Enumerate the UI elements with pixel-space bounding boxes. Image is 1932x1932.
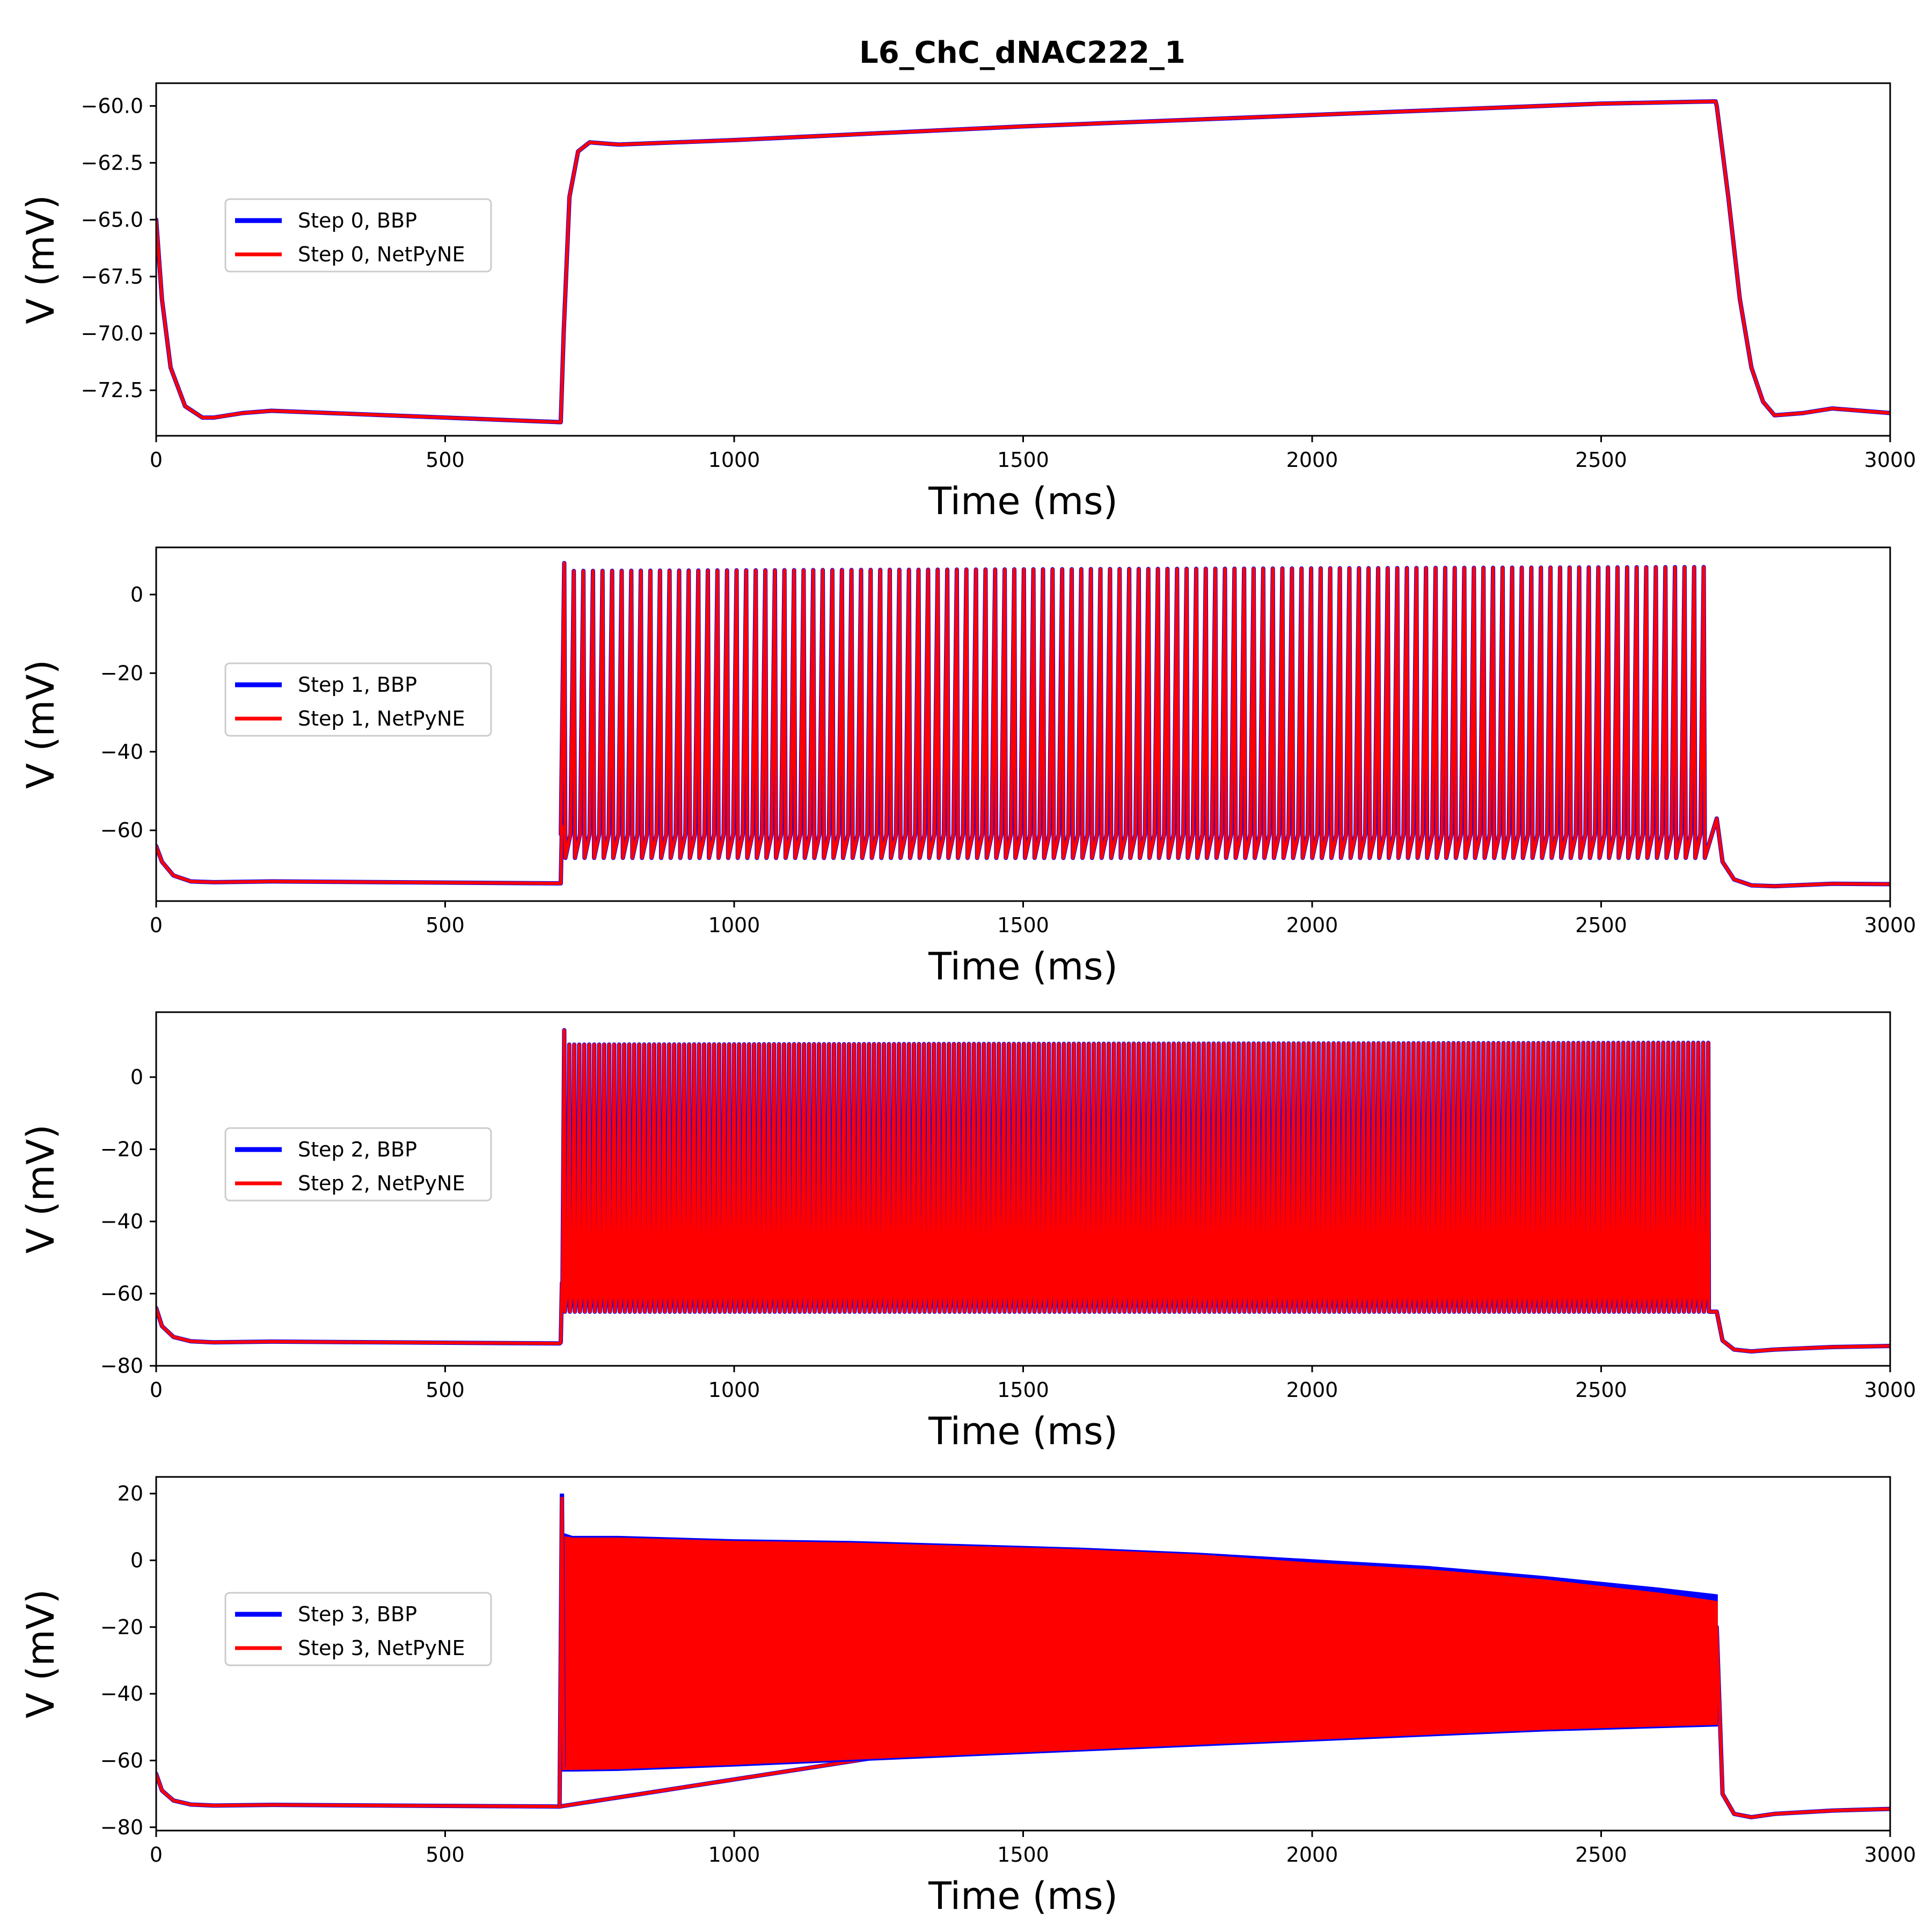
y-tick-label: 20 — [118, 1482, 143, 1505]
y-tick-label: −40 — [100, 740, 143, 764]
legend-entry: Step 0, NetPyNE — [298, 243, 465, 266]
legend-entry: Step 2, NetPyNE — [298, 1172, 465, 1195]
legend-entry: Step 1, NetPyNE — [298, 707, 465, 730]
plot-area — [156, 99, 1890, 425]
chart-panel-0: 0 500 1000 1500 2000 2500 3000 −72.5 −70.0 −67.5 −… — [19, 82, 1916, 523]
x-tick-label: 0 — [150, 1843, 163, 1867]
y-axis-label: V (mV) — [19, 1124, 63, 1254]
x-tick-label: 1000 — [708, 448, 760, 472]
x-tick-label: 3000 — [1864, 1378, 1916, 1402]
legend-entry: Step 1, BBP — [298, 673, 417, 697]
legend-box — [224, 1592, 492, 1666]
legend-entry: Step 3, NetPyNE — [298, 1636, 465, 1660]
y-tick-label: 0 — [130, 1548, 143, 1572]
y-tick-label: −67.5 — [81, 265, 143, 288]
x-tick-label: 500 — [426, 448, 465, 472]
x-tick-label: 500 — [426, 913, 465, 937]
y-tick-label: −62.5 — [81, 151, 143, 174]
x-axis-label: Time (ms) — [928, 1409, 1118, 1453]
y-tick-label: −60 — [100, 1748, 143, 1772]
x-tick-label: 1500 — [997, 1843, 1049, 1867]
x-tick-label: 500 — [426, 1378, 465, 1402]
x-tick-label: 0 — [150, 913, 163, 937]
x-tick-label: 2000 — [1286, 448, 1338, 472]
x-tick-label: 2000 — [1286, 1843, 1338, 1867]
plot-area — [156, 1028, 1890, 1354]
x-tick-label: 2500 — [1575, 448, 1627, 472]
y-tick-label: −70.0 — [81, 321, 143, 345]
x-tick-label: 1500 — [997, 1378, 1049, 1402]
spike-band-netpyne — [561, 1535, 1718, 1770]
y-tick-label: −20 — [100, 1138, 143, 1161]
x-tick-label: 3000 — [1864, 1843, 1916, 1867]
legend: Step 2, BBP Step 2, NetPyNE — [224, 1127, 492, 1202]
x-tick-label: 2000 — [1286, 913, 1338, 937]
legend-box — [224, 1127, 492, 1202]
legend-box — [224, 662, 492, 737]
x-tick-label: 1500 — [997, 448, 1049, 472]
x-tick-label: 2500 — [1575, 913, 1627, 937]
x-tick-label: 3000 — [1864, 448, 1916, 472]
x-tick-label: 0 — [150, 1378, 163, 1402]
x-tick-label: 1000 — [708, 1378, 760, 1402]
y-tick-label: −40 — [100, 1210, 143, 1233]
x-axis-label: Time (ms) — [928, 945, 1118, 989]
y-tick-label: −40 — [100, 1682, 143, 1706]
x-tick-label: 0 — [150, 448, 163, 472]
series-line-netpyne — [156, 1028, 1890, 1353]
x-tick-label: 1500 — [997, 913, 1049, 937]
y-tick-label: −80 — [100, 1816, 143, 1839]
x-axis-label: Time (ms) — [928, 479, 1118, 523]
legend: Step 3, BBP Step 3, NetPyNE — [224, 1592, 492, 1666]
y-tick-label: −20 — [100, 1615, 143, 1639]
x-tick-label: 2500 — [1575, 1378, 1627, 1402]
series-line-netpyne — [156, 99, 1890, 424]
chart-panel-2: 0 500 1000 1500 2000 2500 3000 −80 −60 −40 −20 0 Tim… — [19, 1011, 1916, 1453]
y-axis-label: V (mV) — [19, 1589, 63, 1718]
legend-entry: Step 2, BBP — [298, 1138, 417, 1161]
x-tick-label: 2500 — [1575, 1843, 1627, 1867]
plot-area — [156, 1494, 1890, 1820]
legend: Step 0, BBP Step 0, NetPyNE — [224, 198, 492, 273]
legend: Step 1, BBP Step 1, NetPyNE — [224, 662, 492, 737]
x-tick-label: 1000 — [708, 913, 760, 937]
y-axis-label: V (mV) — [19, 195, 63, 324]
y-tick-label: −60 — [100, 1282, 143, 1306]
y-tick-label: −72.5 — [81, 378, 143, 402]
x-tick-label: 500 — [426, 1843, 465, 1867]
y-axis-label: V (mV) — [19, 660, 63, 789]
y-tick-label: −80 — [100, 1354, 143, 1378]
x-tick-label: 3000 — [1864, 913, 1916, 937]
chart-panel-1: 0 500 1000 1500 2000 2500 3000 −60 −40 −20 0 Time (… — [19, 546, 1916, 989]
y-tick-label: −60 — [100, 818, 143, 842]
series-line-netpyne — [156, 561, 1890, 888]
y-tick-label: 0 — [130, 583, 143, 606]
x-tick-label: 2000 — [1286, 1378, 1338, 1402]
legend-entry: Step 0, BBP — [298, 209, 417, 232]
y-tick-label: 0 — [130, 1065, 143, 1089]
plot-area — [156, 561, 1890, 889]
x-tick-label: 1000 — [708, 1843, 760, 1867]
first-spike-netpyne — [558, 1497, 566, 1807]
legend-entry: Step 3, BBP — [298, 1602, 417, 1626]
legend-box — [224, 198, 492, 273]
y-tick-label: −20 — [100, 661, 143, 685]
figure-title: L6_ChC_dNAC222_1 — [859, 35, 1185, 70]
chart-panel-3: 0 500 1000 1500 2000 2500 3000 −80 −60 −40 −20 0 20 T… — [19, 1476, 1916, 1918]
y-tick-label: −65.0 — [81, 208, 143, 231]
x-axis-label: Time (ms) — [928, 1874, 1118, 1918]
y-tick-label: −60.0 — [81, 94, 143, 118]
